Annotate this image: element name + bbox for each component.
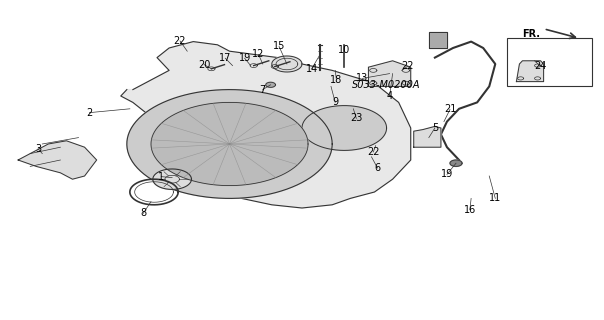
Polygon shape [368,61,411,86]
Polygon shape [450,160,462,166]
Polygon shape [153,169,191,189]
Text: 10: 10 [338,44,350,55]
Text: S033-M0200A: S033-M0200A [352,80,421,90]
Polygon shape [272,56,302,72]
Text: 22: 22 [174,36,186,46]
Polygon shape [266,82,275,87]
Polygon shape [516,61,544,82]
Text: 2: 2 [86,108,92,118]
Text: 12: 12 [252,49,265,60]
Text: 18: 18 [330,75,342,85]
Polygon shape [151,102,308,186]
Text: 14: 14 [306,64,318,74]
Bar [507,38,592,86]
Polygon shape [127,90,332,198]
Text: 15: 15 [273,41,285,52]
Text: 5: 5 [432,123,438,133]
Text: FR.: FR. [522,28,541,39]
Polygon shape [414,126,441,147]
Text: 20: 20 [198,60,210,70]
Text: 4: 4 [387,91,393,101]
Text: 16: 16 [464,204,476,215]
Text: 11: 11 [489,193,501,204]
Text: 13: 13 [356,73,368,84]
Polygon shape [302,106,387,150]
Polygon shape [121,42,411,208]
Text: 9: 9 [332,97,338,108]
Text: 3: 3 [35,144,41,154]
Text: 7: 7 [260,84,266,95]
Text: 23: 23 [350,113,362,124]
Polygon shape [429,32,447,48]
Text: 8: 8 [140,208,146,219]
Text: 19: 19 [239,53,251,63]
Text: 6: 6 [374,163,381,173]
Text: 17: 17 [219,53,231,63]
Text: 22: 22 [367,147,379,157]
Text: 19: 19 [441,169,453,180]
Text: 24: 24 [535,61,547,71]
Text: 22: 22 [402,61,414,71]
Polygon shape [18,141,97,179]
Text: 1: 1 [158,172,164,182]
Text: 21: 21 [444,104,456,115]
